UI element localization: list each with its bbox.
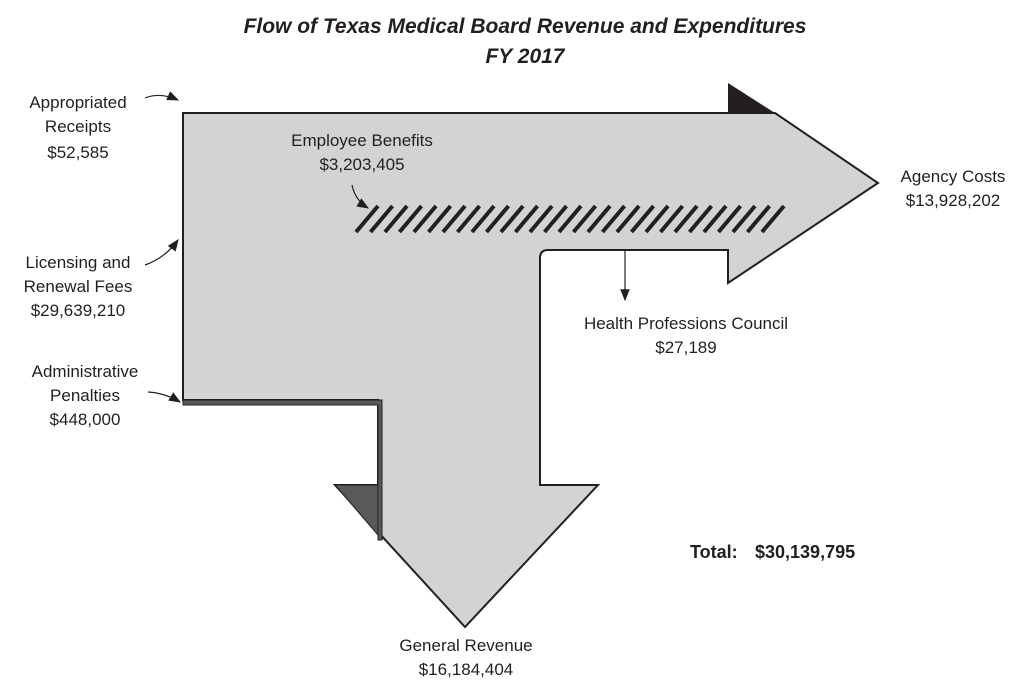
receipts-band [728,83,775,113]
benefits-hatch [354,204,786,234]
hatch-line [513,204,540,234]
label: General Revenue [399,636,532,655]
hatch-line [542,204,569,234]
label: Health Professions Council [584,314,788,333]
amount: $448,000 [50,410,121,429]
hatch-line [716,204,743,234]
hatch-line [441,204,467,234]
hatch-line [615,204,641,234]
hatch-line [499,204,525,234]
hatch-line [644,204,670,234]
amount: $16,184,404 [419,660,514,679]
hatch-line [760,204,786,234]
hatch-line [687,204,714,234]
title: Flow of Texas Medical Board Revenue and … [244,15,807,38]
hatch-line [658,204,685,234]
pointer [147,391,182,403]
hatch-line [397,204,424,234]
hatch-line [571,204,598,234]
hatch-line [528,204,554,234]
label: Employee Benefits [291,131,433,150]
hatch-line [368,204,395,234]
label: Administrative [32,362,139,381]
hatch-line [745,204,772,234]
total-label: Total: [690,542,738,562]
penalties-band [182,399,383,541]
hatch-line [354,204,380,234]
amount: $29,639,210 [31,301,126,320]
label: Appropriated [29,93,126,112]
amount: $52,585 [47,143,108,162]
hatch-line [629,204,656,234]
label: Receipts [45,117,111,136]
pointer [351,184,370,209]
hatch-line [702,204,728,234]
penalties-head [333,484,379,537]
hatch-line [426,204,453,234]
pointer [144,91,180,101]
label: Penalties [50,386,120,405]
hatch-line [731,204,757,234]
hatch-line [383,204,409,234]
hatch-line [470,204,496,234]
amount: $3,203,405 [319,155,404,174]
hatch-line [557,204,583,234]
amount: $27,189 [655,338,716,357]
amount: $13,928,202 [906,191,1001,210]
hatch-line [586,204,612,234]
label: Agency Costs [901,167,1006,186]
hatch-line [455,204,482,234]
label: Renewal Fees [24,277,133,296]
pointer [144,239,179,266]
total-amount: $30,139,795 [755,542,855,562]
hatch-line [600,204,627,234]
label: Licensing and [26,253,131,272]
hatch-line [484,204,511,234]
hatch-line [412,204,438,234]
hatch-line [673,204,699,234]
subtitle: FY 2017 [485,45,565,68]
